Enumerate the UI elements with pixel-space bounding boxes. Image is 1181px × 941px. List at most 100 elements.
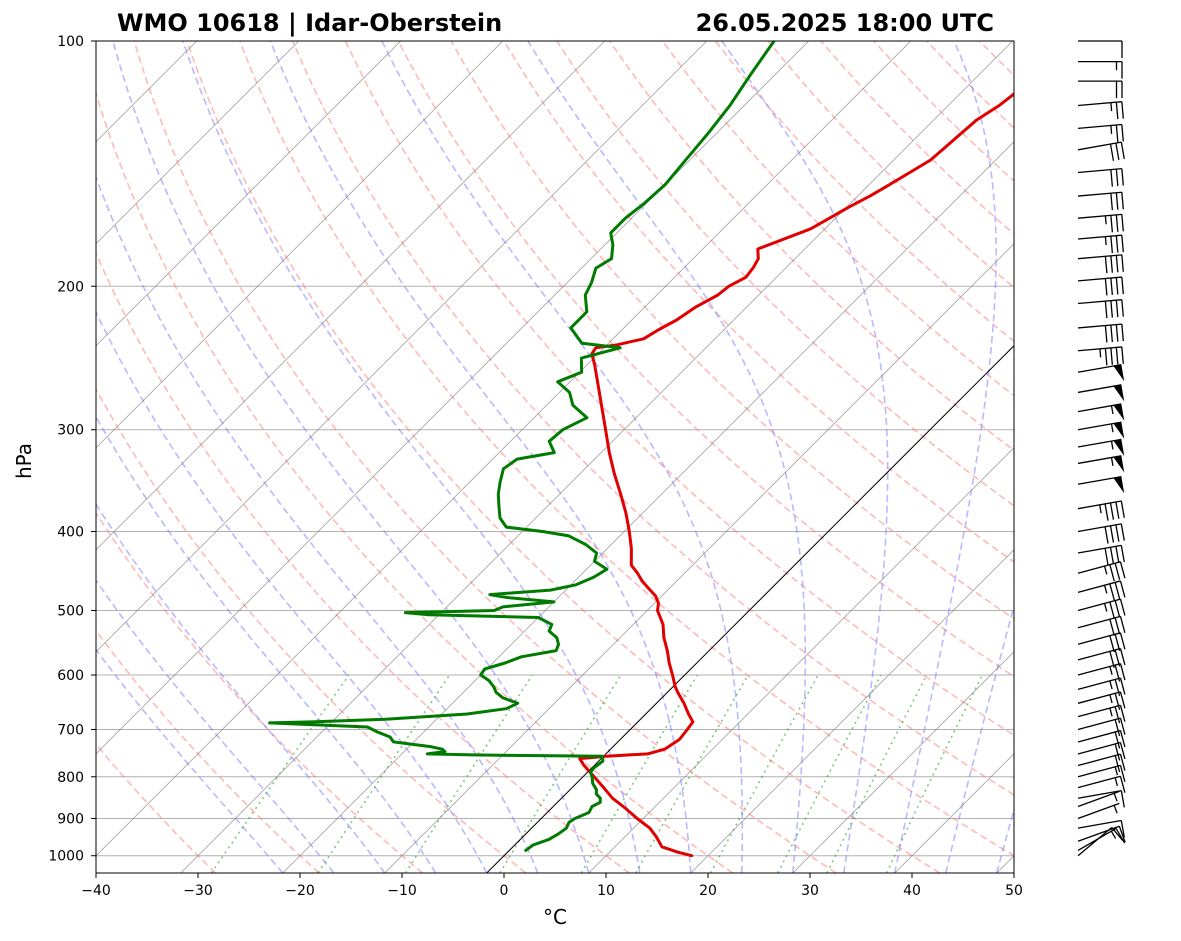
moist-adiabat-line: [527, 41, 807, 873]
wind-barb-staff: [1077, 141, 1122, 151]
wind-barb-full: [1104, 348, 1108, 366]
x-tick-label: 40: [903, 883, 921, 899]
wind-barb-staff: [1077, 213, 1122, 219]
wind-barb: [1077, 455, 1125, 473]
wind-barb-full: [1109, 525, 1115, 543]
wind-barb-half: [1099, 504, 1102, 514]
wind-barb: [1077, 598, 1126, 619]
wind-barb-staff: [1077, 167, 1122, 174]
wind-barb: [1077, 741, 1126, 761]
isotherm-line: [96, 41, 911, 857]
wind-barb: [1077, 384, 1125, 402]
wind-barb-full: [1121, 192, 1124, 210]
wind-barb-half: [1110, 830, 1117, 839]
wind-barb: [1077, 729, 1126, 749]
wind-barb-staff: [1077, 276, 1122, 282]
wind-barb-full: [1114, 706, 1121, 724]
x-tick-label: 10: [597, 883, 615, 899]
moist-adiabat-line: [893, 41, 997, 873]
wind-barb: [1077, 323, 1124, 343]
wind-barb-full: [1119, 753, 1126, 771]
wind-barb-full: [1120, 500, 1125, 518]
isotherm-line: [96, 41, 707, 653]
wind-barb-full: [1115, 524, 1120, 542]
isotherm-line: [96, 41, 401, 347]
wind-barb-staff: [1077, 580, 1121, 593]
mixing-ratio-line: [580, 674, 698, 873]
wind-barb: [1077, 802, 1120, 820]
mixing-ratio-line: [885, 674, 984, 873]
wind-barb-half: [1110, 125, 1113, 134]
wind-barb-full: [1118, 826, 1126, 843]
wind-barb: [1077, 421, 1125, 439]
isotherm-line: [588, 447, 1014, 873]
chart-title-right: 26.05.2025 18:00 UTC: [696, 9, 994, 37]
wind-barb: [1077, 523, 1125, 544]
wind-barb-half: [1104, 236, 1107, 246]
wind-barb: [1077, 141, 1125, 161]
wind-barb-full: [1104, 301, 1108, 319]
isotherm-line: [384, 243, 1014, 873]
moist-adiabat-line: [944, 602, 1014, 873]
wind-barb-full: [1109, 619, 1115, 636]
wind-barb-full: [1119, 765, 1126, 782]
x-axis: −40 −30 −20 −10 0 10 20 30 40 50: [81, 873, 1023, 899]
mixing-ratio-line: [499, 674, 622, 873]
wind-barb-full: [1121, 214, 1124, 232]
wind-barb-full: [1114, 649, 1121, 667]
wind-barb-full: [1115, 124, 1119, 142]
wind-barb: [1078, 80, 1123, 99]
wind-barb-full: [1119, 663, 1126, 681]
wind-barb-full: [1115, 235, 1119, 253]
wind-barb-staff: [1077, 323, 1122, 329]
wind-barb-pennant: [1113, 476, 1125, 494]
dewpoint-profile: [268, 41, 776, 852]
wind-barb-half: [1113, 793, 1118, 802]
wind-barb-full: [1104, 548, 1109, 566]
dry-adiabat-line: [873, 41, 1014, 183]
wind-barb-full: [1114, 617, 1121, 635]
wind-barb-full: [1119, 648, 1126, 666]
wind-barb-staff: [1077, 691, 1121, 704]
y-axis-label: hPa: [12, 443, 36, 479]
wind-barb: [1077, 167, 1124, 187]
wind-barb-full: [1110, 255, 1114, 273]
x-tick-label: −10: [387, 883, 417, 899]
wind-barb-full: [1115, 828, 1126, 844]
isotherm-line: [96, 41, 503, 449]
moist-adiabat-line: [182, 41, 641, 873]
wind-barb-full: [1115, 501, 1120, 519]
y-axis: 100 200 300 400 500 600 700 800 900 1000: [48, 34, 96, 865]
wind-barb-full: [1104, 503, 1109, 521]
wind-barb: [1077, 234, 1124, 254]
wind-barb-full: [1115, 169, 1119, 187]
plot-area: [96, 41, 1014, 873]
dry-adiabat-line: [96, 251, 630, 873]
wind-barb-half: [1103, 585, 1108, 594]
wind-barb-full: [1119, 580, 1126, 598]
wind-barb: [1077, 819, 1125, 838]
x-tick-label: −30: [183, 883, 213, 899]
isotherm-line: [96, 41, 605, 551]
dry-adiabat-line: [450, 41, 1014, 620]
wind-barb-full: [1120, 790, 1125, 808]
wind-barb-full: [1109, 651, 1115, 668]
wind-barb-full: [1114, 563, 1121, 580]
wind-barb-full: [1114, 600, 1121, 618]
wind-barb-full: [1115, 347, 1119, 365]
wind-barb-pennant: [1113, 455, 1125, 473]
y-tick-label: 400: [57, 525, 84, 541]
mixing-ratio-line: [709, 674, 819, 873]
wind-barb-staff: [1077, 753, 1121, 767]
wind-barb-full: [1121, 168, 1124, 186]
wind-barb-full: [1109, 601, 1115, 619]
dry-adiabat-line: [344, 41, 1014, 737]
wind-barb-staff: [1077, 101, 1122, 107]
wind-barb-staff: [1077, 191, 1122, 197]
wind-barb-full: [1119, 776, 1126, 793]
y-tick-label: 700: [57, 723, 84, 739]
wind-barb-full: [1115, 324, 1119, 342]
plot-frame: [95, 40, 1015, 874]
isotherm-line: [282, 141, 1014, 873]
